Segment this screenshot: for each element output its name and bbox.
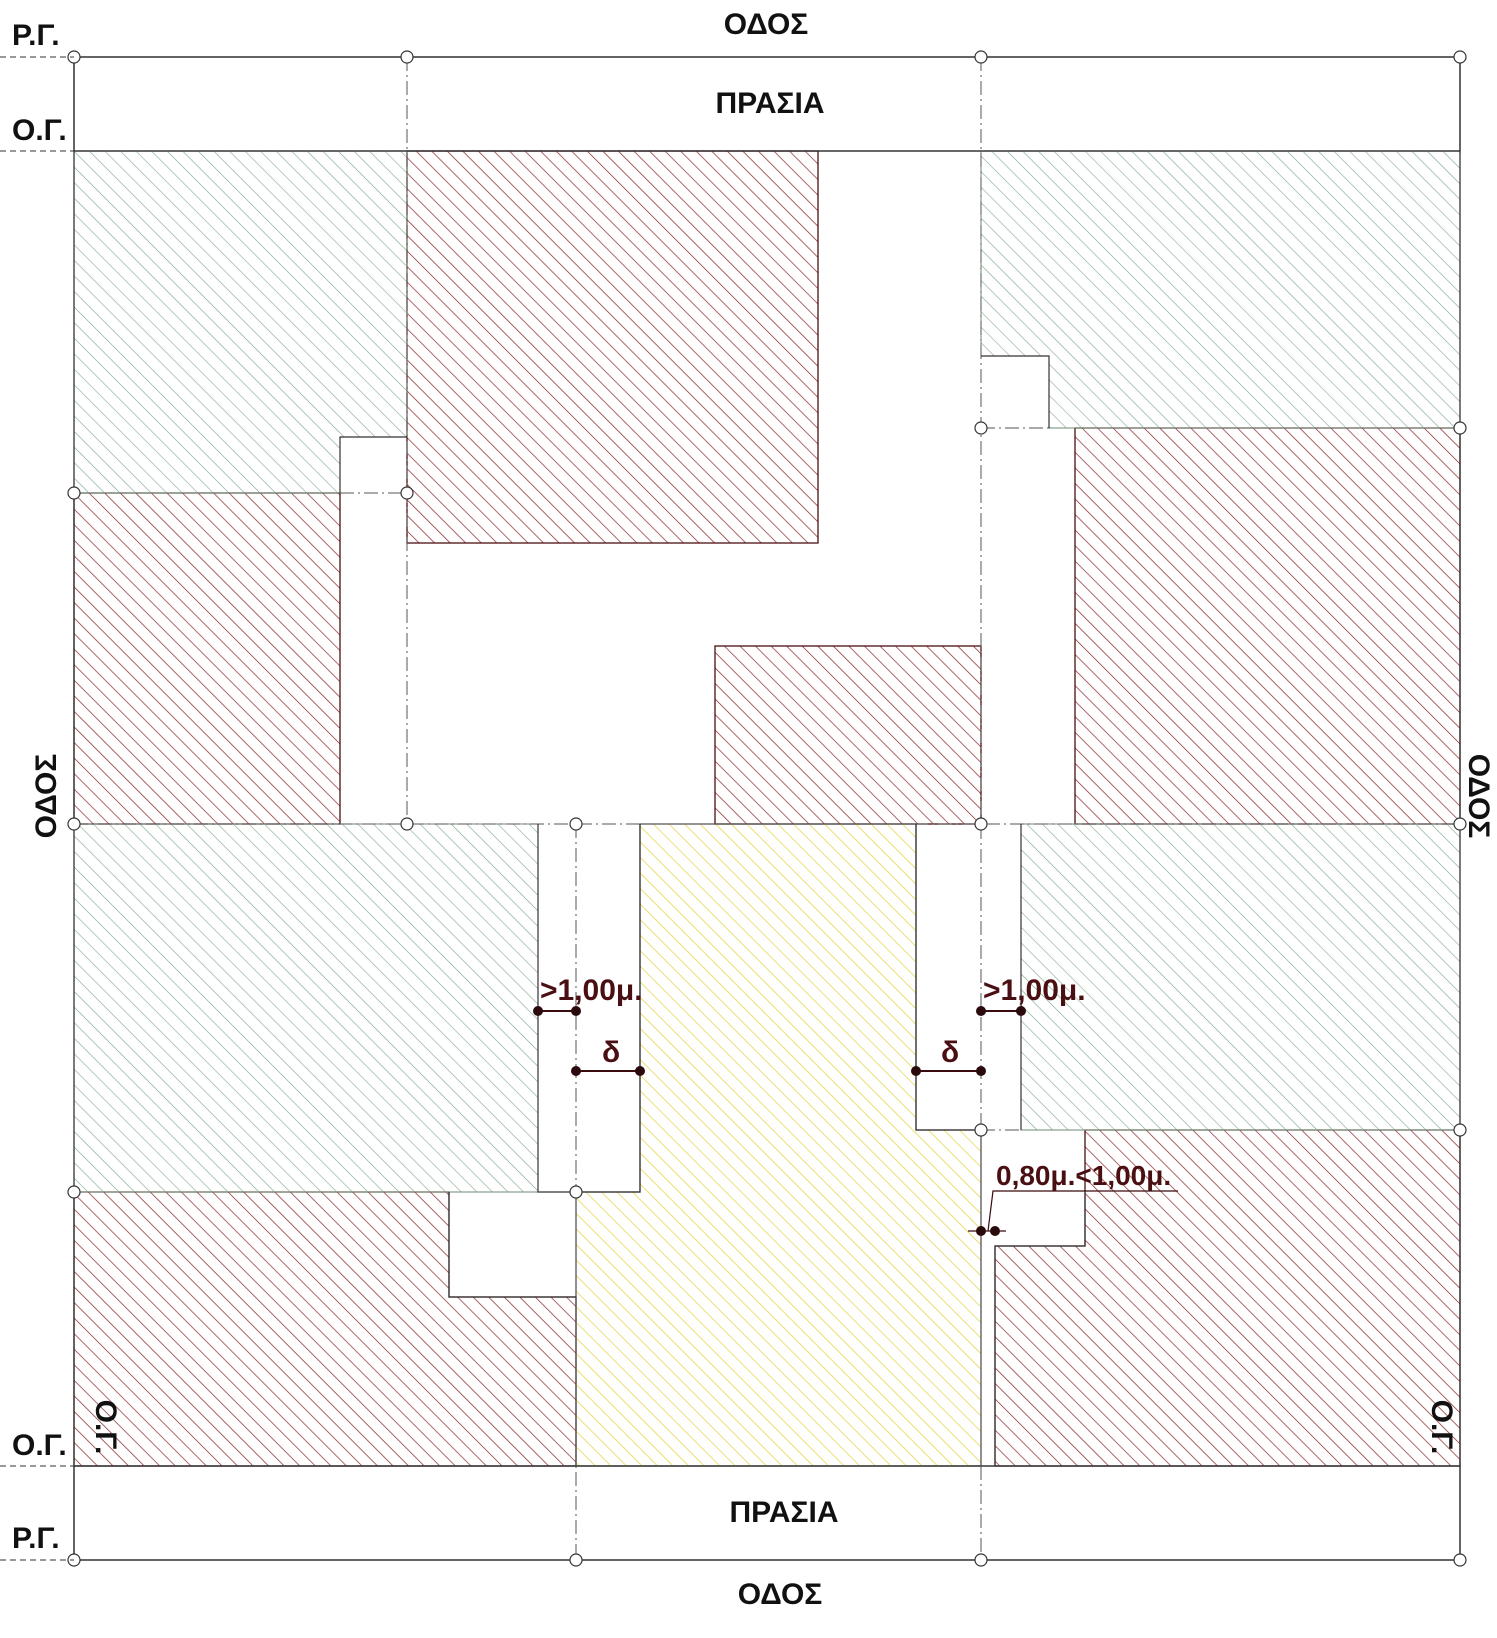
site-boundary bbox=[73, 56, 1461, 1561]
building-top-center bbox=[406, 150, 819, 544]
dimension-dot-icon bbox=[976, 1066, 986, 1076]
building-left-middle bbox=[73, 492, 341, 825]
og-label-bottom-left: Ο.Γ. bbox=[12, 1429, 67, 1462]
corner-marker-icon bbox=[67, 486, 81, 500]
dimension-label-small-gap: 0,80μ.<1,00μ. bbox=[996, 1160, 1171, 1191]
subject-plot bbox=[575, 823, 982, 1467]
yard-top-right bbox=[980, 150, 1461, 429]
yard-areas bbox=[73, 150, 1461, 1193]
corner-marker-icon bbox=[400, 817, 414, 831]
corner-marker-icon bbox=[1453, 421, 1467, 435]
dimension-label-gap-right: >1,00μ. bbox=[983, 974, 1086, 1007]
dimension-dot-icon bbox=[533, 1006, 543, 1016]
road-label-right: ΟΔΟΣ bbox=[1462, 754, 1495, 839]
corner-marker-icon bbox=[400, 486, 414, 500]
road-label-left: ΟΔΟΣ bbox=[30, 754, 63, 839]
og-label-right-vertical: Ο.Γ. bbox=[1425, 1400, 1458, 1455]
corner-marker-icon bbox=[67, 1185, 81, 1199]
road-label-bottom: ΟΔΟΣ bbox=[738, 1578, 823, 1611]
corner-marker-icon bbox=[974, 1553, 988, 1567]
dimension-dot-icon bbox=[635, 1066, 645, 1076]
dimension-delta-right: δ bbox=[911, 1036, 986, 1076]
prasia-label-bottom: ΠΡΑΣΙΑ bbox=[729, 1496, 838, 1529]
rg-label-bottom: Ρ.Γ. bbox=[12, 1522, 60, 1555]
building-right-middle bbox=[1074, 427, 1461, 825]
dimension-dot-icon bbox=[911, 1066, 921, 1076]
dimension-dot-icon bbox=[1016, 1006, 1026, 1016]
corner-marker-icon bbox=[1453, 817, 1467, 831]
gap-outlines bbox=[339, 355, 1086, 1466]
corner-marker-icon bbox=[974, 421, 988, 435]
corner-marker-icon bbox=[974, 817, 988, 831]
dimension-gap-left: >1,00μ. bbox=[533, 974, 643, 1016]
building-areas bbox=[73, 150, 1461, 1467]
corner-marker-icon bbox=[569, 1185, 583, 1199]
dimension-delta-left: δ bbox=[571, 1036, 645, 1076]
corner-marker-icon bbox=[1453, 1123, 1467, 1137]
dimension-dot-icon bbox=[976, 1226, 986, 1236]
yard-bottom-left bbox=[73, 823, 539, 1193]
corner-marker-icon bbox=[974, 50, 988, 64]
dimension-small-gap: 0,80μ.<1,00μ. bbox=[968, 1160, 1178, 1236]
corner-marker-icon bbox=[67, 817, 81, 831]
corner-marker-icon bbox=[1453, 1553, 1467, 1567]
dimension-dot-icon bbox=[571, 1006, 581, 1016]
dimension-gap-right: >1,00μ. bbox=[976, 974, 1086, 1016]
dimension-dot-icon bbox=[990, 1226, 1000, 1236]
dimension-label-gap-left: >1,00μ. bbox=[540, 974, 643, 1007]
road-label-top: ΟΔΟΣ bbox=[724, 8, 809, 41]
og-label-top: Ο.Γ. bbox=[12, 114, 67, 147]
dimension-label-delta-right: δ bbox=[941, 1036, 959, 1069]
corner-marker-icon bbox=[569, 817, 583, 831]
corner-marker-icon bbox=[400, 50, 414, 64]
corner-marker-icon bbox=[569, 1553, 583, 1567]
building-center-small bbox=[714, 645, 982, 825]
dimension-dot-icon bbox=[571, 1066, 581, 1076]
og-label-left-vertical: Ο.Γ. bbox=[89, 1400, 122, 1455]
dimension-dot-icon bbox=[976, 1006, 986, 1016]
dimension-label-delta-left: δ bbox=[602, 1036, 620, 1069]
building-bottom-left bbox=[73, 1191, 577, 1467]
corner-marker-icon bbox=[974, 1123, 988, 1137]
prasia-label-top: ΠΡΑΣΙΑ bbox=[715, 87, 824, 120]
corner-marker-icon bbox=[1453, 50, 1467, 64]
yard-top-left bbox=[73, 150, 408, 494]
rg-label-top: Ρ.Γ. bbox=[12, 19, 60, 52]
yard-bottom-right bbox=[1020, 823, 1461, 1131]
property-corner-markers bbox=[67, 50, 1467, 1567]
